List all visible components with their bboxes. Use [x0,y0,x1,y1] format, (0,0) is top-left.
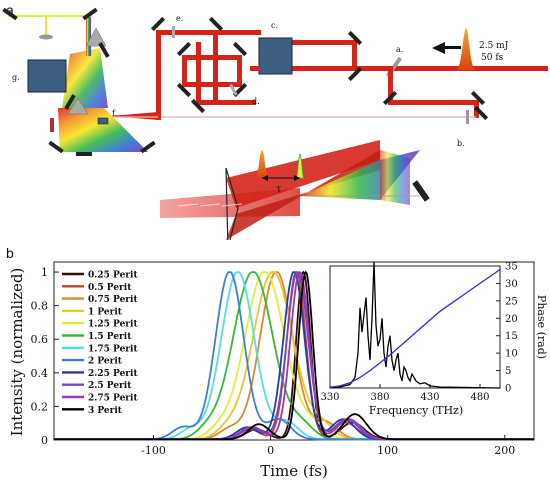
focus-geometry [160,140,430,240]
legend-label: 2.75 Perit [88,394,138,404]
y-tick-label: 0 [41,434,48,447]
y-tick-label: 1 [41,266,48,279]
legend-label: 3 Perit [88,406,123,416]
delay-pulses [255,150,305,181]
legend-label: 0.75 Perit [88,295,138,305]
inset-x-axis-label: Frequency (THz) [369,404,463,417]
intensity-curves [54,270,534,441]
optical-setup-diagram: 2.5 mJ 50 fs a. b. c. [2,7,548,240]
legend-label: 2.5 Perit [88,381,132,391]
pulse-energy-label: 2.5 mJ [479,41,509,51]
y-tick-label: 0.4 [31,367,49,380]
legend-label: 2.25 Perit [88,369,138,379]
inset-y-tick-label: 5 [505,366,511,377]
inset-y-tick-label: 35 [505,262,518,273]
legend-label: 1.75 Perit [88,344,138,354]
y-tick-label: 0.2 [31,400,49,413]
crystal-c [258,37,293,75]
inset-curve [329,268,501,388]
legend-label: 2 Perit [88,357,123,367]
inset-curve [329,262,501,389]
intensity-curve [54,270,534,441]
inset-x-tick-label: 430 [420,392,439,403]
inset-x-tick-label: 330 [320,392,339,403]
label-b: b. [457,139,465,148]
x-axis-label: Time (fs) [260,462,328,480]
y-tick-label: 0.6 [31,333,49,346]
legend-label: 0.5 Perit [88,283,132,293]
inset-y-tick-label: 25 [505,296,518,307]
inset-x-tick-label: 480 [470,392,489,403]
inset-y-ticks: 0 5 10 15 20 25 30 35 [496,262,518,395]
x-axis-ticks: -100 0 100 200 [141,435,515,457]
y-axis-label: Intensity (normalized) [8,268,26,437]
label-g: g. [12,73,20,82]
spectral-compressor [2,7,156,156]
x-tick-label: 200 [494,444,515,457]
inset-curves [329,262,501,389]
inset-y-tick-label: 20 [505,314,518,325]
y-axis-ticks: 0 0.2 0.4 0.6 0.8 1 [31,266,59,447]
label-f: f. [112,109,117,118]
inset-y-axis-label: Phase (rad) [535,295,548,359]
label-c: c. [271,21,278,30]
legend-label: 0.25 Perit [88,271,138,281]
inset-y-tick-label: 30 [505,279,518,290]
inset-y-tick-label: 0 [505,384,511,395]
lower-beam-path: b. [120,66,489,148]
panel-a-label: a [6,2,14,18]
x-tick-label: 0 [267,444,274,457]
grating-g [27,59,67,93]
legend-label: 1.25 Perit [88,320,138,330]
label-d: d. [252,97,260,106]
legend: 0.25 Perit 0.5 Perit 0.75 Perit 1 Perit 1.25… [62,271,138,416]
input-pulse-icon [456,28,476,70]
inset-y-tick-label: 10 [505,349,518,360]
label-a: a. [396,45,403,54]
output-beam [110,112,158,120]
x-tick-label: -100 [141,444,166,457]
x-tick-label: 100 [377,444,398,457]
y-tick-label: 0.8 [31,300,49,313]
legend-label: 1.5 Perit [88,332,132,342]
label-e: e. [176,14,183,23]
panel-b-label: b [6,245,14,261]
legend-label: 1 Perit [88,307,123,317]
inset-y-tick-label: 15 [505,331,518,342]
inset-plot-area [329,265,501,389]
inset-x-tick-label: 380 [370,392,389,403]
delay-tau-label: τ [276,184,282,195]
pulse-duration-label: 50 fs [481,53,504,63]
delay-stage [150,16,261,120]
intensity-chart: -100 0 100 200 00.20.40.60.81 0.25 Perit0.5… [8,261,548,480]
